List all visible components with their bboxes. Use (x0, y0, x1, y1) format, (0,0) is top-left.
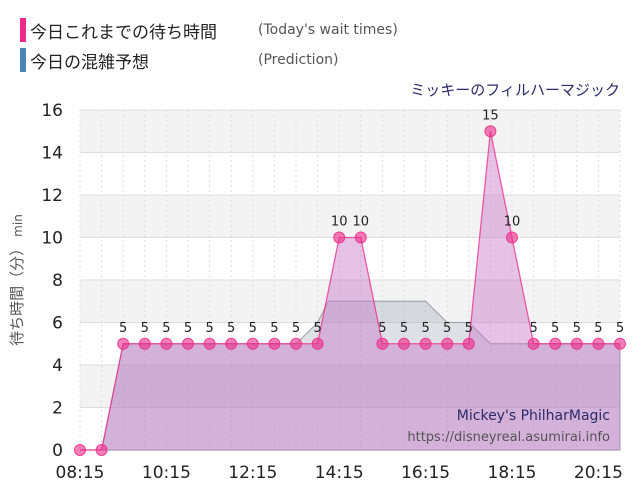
data-point (419, 337, 432, 350)
y-tick-label: 8 (52, 271, 63, 291)
data-point (570, 337, 583, 350)
data-point (95, 444, 108, 456)
data-point (290, 337, 302, 350)
x-tick-label: 10:15 (142, 463, 191, 483)
data-label: 5 (313, 321, 321, 336)
chart-grid (79, 109, 621, 451)
y-tick-label: 2 (52, 399, 63, 419)
y-tick-label: 14 (41, 144, 63, 164)
y-tick-label: 6 (52, 314, 63, 334)
data-label: 5 (378, 321, 386, 336)
data-point (333, 231, 346, 244)
data-label: 5 (292, 321, 300, 336)
data-point (117, 337, 130, 350)
y-tick-label: 16 (41, 101, 63, 121)
legend-item-today: 今日これまでの待ち時間 (Today's wait times) (20, 17, 398, 43)
x-tick-label: 14:15 (315, 463, 364, 483)
data-label: 5 (443, 321, 451, 336)
data-label: 5 (551, 321, 559, 336)
legend-item-prediction: 今日の混雑予想 (Prediction) (20, 47, 338, 73)
attraction-title: ミッキーのフィルハーマジック (410, 81, 620, 99)
data-label: 5 (400, 321, 408, 336)
data-label: 10 (331, 215, 348, 230)
data-label: 5 (205, 321, 213, 336)
data-point (246, 337, 259, 350)
data-label: 5 (270, 321, 278, 336)
data-point (398, 337, 410, 350)
data-label: 5 (594, 321, 602, 336)
x-tick-label: 18:15 (488, 463, 537, 483)
data-point (506, 231, 518, 244)
data-point (74, 444, 86, 456)
data-label: 5 (141, 321, 149, 336)
plot-band (80, 152, 620, 195)
y-tick-label: 12 (41, 186, 63, 206)
watermark-title: Mickey's PhilharMagic (457, 408, 610, 424)
actual-area (80, 131, 620, 450)
data-point (225, 337, 238, 350)
actual-points (74, 125, 626, 456)
y-axis-ticks: 0 2 4 6 8 10 12 14 16 (41, 101, 63, 461)
data-point (268, 337, 281, 350)
data-label: 5 (465, 321, 473, 336)
plot-band (80, 407, 620, 450)
legend-swatch-today (20, 18, 26, 42)
data-point (441, 337, 454, 350)
x-axis-ticks: 08:15 10:15 12:15 14:15 16:15 18:15 20:15 (56, 463, 623, 483)
data-point (182, 337, 194, 350)
watermark-url: https://disneyreal.asumirai.info (407, 430, 610, 445)
plot-band (80, 237, 620, 280)
legend-sub-today: (Today's wait times) (258, 22, 398, 38)
legend-swatch-prediction (20, 48, 26, 72)
data-point (527, 337, 540, 350)
y-tick-label: 0 (52, 441, 63, 461)
data-label: 10 (504, 215, 521, 230)
legend-label-prediction: 今日の混雑予想 (30, 52, 149, 73)
data-label: 5 (573, 321, 581, 336)
data-point (138, 337, 151, 350)
legend-label-today: 今日これまでの待ち時間 (30, 22, 217, 43)
plot-band (80, 110, 620, 153)
data-label: 5 (249, 321, 257, 336)
legend-sub-prediction: (Prediction) (258, 52, 339, 68)
data-label: 5 (616, 321, 624, 336)
data-point (376, 337, 389, 350)
y-tick-label: 4 (52, 356, 63, 376)
data-point (614, 337, 626, 350)
data-point (354, 231, 367, 244)
x-tick-label: 08:15 (56, 463, 105, 483)
data-label: 5 (184, 321, 192, 336)
data-point (549, 337, 562, 350)
data-label: 5 (529, 321, 537, 336)
y-axis-label: 待ち時間（分） min (8, 214, 26, 346)
data-point (462, 337, 475, 350)
data-label: 10 (353, 215, 370, 230)
x-tick-label: 16:15 (401, 463, 450, 483)
y-axis-unit: min (11, 214, 25, 237)
data-label: 5 (119, 321, 127, 336)
data-point (311, 337, 324, 350)
data-label: 15 (482, 108, 499, 123)
data-label: 5 (227, 321, 235, 336)
data-point (592, 337, 605, 350)
data-point (160, 337, 173, 350)
data-point (203, 337, 216, 350)
plot-band (80, 195, 620, 238)
y-tick-label: 10 (41, 229, 63, 249)
y-axis-label-text: 待ち時間（分） (8, 241, 26, 346)
x-tick-label: 20:15 (574, 463, 623, 483)
data-label: 5 (162, 321, 170, 336)
x-tick-label: 12:15 (228, 463, 277, 483)
plot-band (80, 365, 620, 408)
data-label: 5 (421, 321, 429, 336)
data-point (484, 125, 497, 138)
